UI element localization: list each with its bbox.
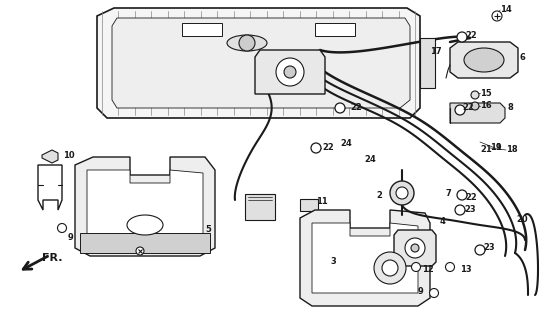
Circle shape <box>457 32 467 42</box>
Ellipse shape <box>464 48 504 72</box>
Polygon shape <box>300 199 318 211</box>
Text: 23: 23 <box>483 244 494 252</box>
Polygon shape <box>450 42 518 78</box>
Polygon shape <box>112 18 410 108</box>
Polygon shape <box>315 23 355 36</box>
Polygon shape <box>75 157 215 256</box>
Text: 11: 11 <box>316 197 328 206</box>
Text: 13: 13 <box>460 266 472 275</box>
Circle shape <box>455 105 465 115</box>
Circle shape <box>335 103 345 113</box>
Circle shape <box>411 262 421 271</box>
Text: 16: 16 <box>480 101 492 110</box>
Polygon shape <box>80 233 210 253</box>
Polygon shape <box>394 230 436 266</box>
Text: 8: 8 <box>508 102 514 111</box>
Text: 22: 22 <box>350 102 362 111</box>
Circle shape <box>396 187 408 199</box>
Text: 24: 24 <box>340 139 352 148</box>
Polygon shape <box>42 150 58 163</box>
Text: 3: 3 <box>330 258 336 267</box>
Circle shape <box>457 190 467 200</box>
Circle shape <box>411 244 419 252</box>
Circle shape <box>239 35 255 51</box>
Polygon shape <box>312 223 418 293</box>
Text: 9: 9 <box>68 233 74 242</box>
Polygon shape <box>182 23 222 36</box>
Text: 18: 18 <box>506 146 518 155</box>
Text: 22: 22 <box>465 193 477 202</box>
Circle shape <box>430 289 439 298</box>
Circle shape <box>136 247 144 255</box>
Circle shape <box>445 262 455 271</box>
Text: 6: 6 <box>520 52 526 61</box>
Text: 4: 4 <box>440 218 446 227</box>
Text: 21: 21 <box>480 146 492 155</box>
Circle shape <box>57 223 66 233</box>
Text: 17: 17 <box>430 47 441 57</box>
Polygon shape <box>255 50 325 94</box>
Text: 15: 15 <box>480 89 492 98</box>
Text: 23: 23 <box>464 205 475 214</box>
Text: 24: 24 <box>364 156 376 164</box>
Polygon shape <box>300 210 430 306</box>
Text: 9: 9 <box>418 287 424 297</box>
Text: 7: 7 <box>445 188 451 197</box>
Circle shape <box>276 58 304 86</box>
Text: FR.: FR. <box>42 253 62 263</box>
Ellipse shape <box>227 35 267 51</box>
Ellipse shape <box>127 215 163 235</box>
Circle shape <box>455 205 465 215</box>
Text: 20: 20 <box>516 215 528 225</box>
Text: 14: 14 <box>500 5 512 14</box>
Text: 2: 2 <box>376 190 382 199</box>
Polygon shape <box>420 38 435 88</box>
Text: 22: 22 <box>465 31 477 41</box>
Text: 1: 1 <box>495 143 501 153</box>
Circle shape <box>492 11 502 21</box>
Text: 5: 5 <box>205 226 211 235</box>
Text: 22: 22 <box>322 143 334 153</box>
Circle shape <box>374 252 406 284</box>
Circle shape <box>382 260 398 276</box>
Circle shape <box>390 181 414 205</box>
Circle shape <box>311 143 321 153</box>
Polygon shape <box>450 103 505 123</box>
Circle shape <box>471 102 479 110</box>
Text: 22: 22 <box>462 102 474 111</box>
Text: 10: 10 <box>63 150 75 159</box>
Polygon shape <box>245 194 275 220</box>
Circle shape <box>471 91 479 99</box>
Text: 19: 19 <box>490 143 502 153</box>
Polygon shape <box>97 8 420 118</box>
Circle shape <box>284 66 296 78</box>
Circle shape <box>475 245 485 255</box>
Polygon shape <box>87 170 203 243</box>
Circle shape <box>405 238 425 258</box>
Text: 12: 12 <box>422 266 434 275</box>
